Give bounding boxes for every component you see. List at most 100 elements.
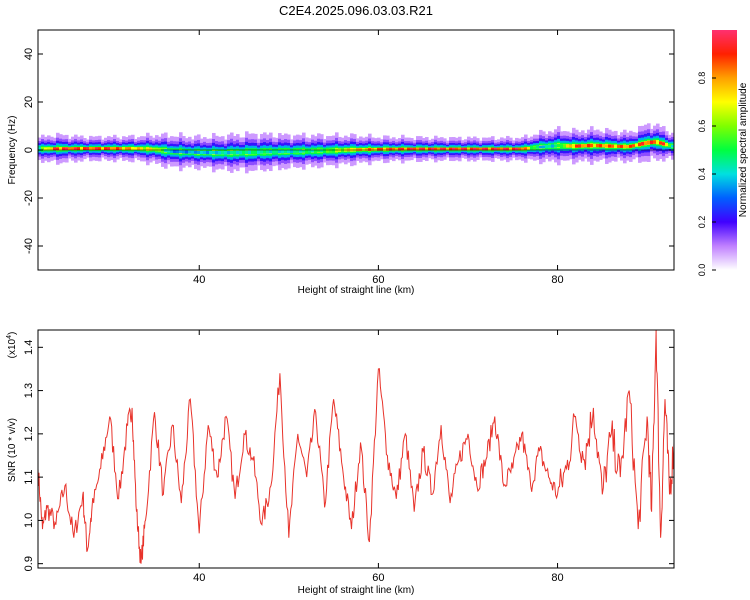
spectrogram-peak-cell [458,147,462,151]
spectrogram-peak-cell [497,147,501,151]
spectrogram-peak-cell [314,149,318,153]
spectrogram-peak-cell [446,147,450,151]
spectrogram-peak-cell [617,144,621,148]
spectrogram-peak-cell [332,148,336,152]
spectrogram-peak-cell [203,150,207,155]
spectrogram-peak-cell [227,151,231,155]
spectrogram-peak-cell [425,147,429,151]
spectrogram-peak-cell [62,147,66,151]
spectrogram-peak-cell [290,149,294,154]
spectrogram-peak-cell [299,149,303,153]
spectrogram-peak-cell [305,149,309,153]
spectrogram-peak-cell [413,147,417,151]
spectrogram-peak-cell [554,144,558,148]
spectrogram-peak-cell [422,147,426,151]
spectrogram-peak-cell [479,147,483,151]
snr-xtick-label: 40 [193,572,205,584]
spectrogram-peak-cell [629,144,633,148]
spectrogram-peak-cell [521,147,525,151]
spectrogram-peak-cell [635,143,639,147]
snr-xtick-label: 80 [551,572,563,584]
spectrogram-peak-cell [437,147,441,151]
spectrogram-peak-cell [119,147,123,150]
spectrogram-peak-cell [623,145,627,149]
spectrogram-peak-cell [362,148,366,151]
spectrogram-peak-cell [419,147,423,151]
spectrogram-ylabel: Frequency (Hz) [7,116,18,185]
snr-frame [37,329,675,569]
spectrogram-peak-cell [143,147,147,151]
spectrogram-peak-cell [383,147,387,151]
spectrogram-peak-cell [230,150,234,155]
snr-multiplier: (x104) [6,332,18,359]
spectrogram-peak-cell [527,146,531,150]
spectrogram-peak-cell [464,147,468,151]
spectrogram-peak-cell [536,145,540,149]
snr-ytick-label: 1.0 [23,513,35,528]
spectrogram-peak-cell [596,143,600,148]
spectrogram-peak-cell [470,147,474,151]
colorbar-tick-label: 0.6 [697,120,707,133]
spectrogram-peak-cell [149,147,153,151]
spectrogram-peak-cell [50,147,54,151]
spectrogram-peak-cell [485,147,489,151]
spectrogram-xlabel: Height of straight line (km) [298,285,415,296]
spectrogram-peak-cell [401,147,405,151]
spectrogram-peak-cell [443,147,447,151]
spectrogram-peak-cell [302,149,306,153]
spectrogram-peak-cell [641,141,645,146]
spectrogram-peak-cell [260,150,264,154]
spectrogram-peak-cell [269,150,273,154]
spectrogram-peak-cell [560,144,564,148]
spectrogram-peak-cell [170,149,174,154]
spectrogram-peak-cell [197,150,201,154]
spectrogram-peak-cell [53,147,57,151]
spectrogram-peak-cell [638,142,642,147]
spectrogram-peak-cell [44,147,48,151]
spectrogram-peak-cell [548,144,552,148]
spectrogram-peak-cell [47,147,51,151]
spectrogram-peak-cell [632,144,636,148]
figure-title: C2E4.2025.096.03.03.R21 [279,3,433,18]
spectrogram-peak-cell [482,147,486,151]
spectrogram-peak-cell [77,147,81,151]
spectrogram-peak-cell [116,147,120,150]
spectrogram-peak-cell [473,147,477,151]
colorbar-gradient [712,30,737,270]
snr-ytick-label: 1.1 [23,469,35,484]
spectrogram-peak-cell [188,150,192,154]
spectrogram-ytick-label: -40 [23,238,35,254]
spectrogram-peak-cell [452,147,456,151]
spectrogram-peak-cell [164,149,168,153]
spectrogram-peak-cell [659,141,663,145]
spectrogram-peak-cell [278,149,282,154]
spectrogram-peak-cell [59,147,63,151]
spectrogram-peak-cell [599,144,603,148]
spectrogram-peak-cell [449,147,453,151]
spectrogram-peak-cell [602,144,606,148]
spectrogram-peak-cell [38,147,42,151]
colorbar: 0.0 0.2 0.4 0.6 0.8 Normalized spectral ampl… [697,30,749,276]
spectrogram-peak-cell [428,147,432,151]
spectrogram-peak-cell [551,144,555,148]
spectrogram-peak-cell [296,149,300,153]
spectrogram-peak-cell [365,148,369,151]
spectrogram-peak-cell [137,147,141,151]
spectrogram-peak-cell [215,150,219,155]
spectrogram-ytick-label: -20 [23,190,35,206]
spectrogram-peak-cell [134,147,138,150]
spectrogram-xtick-label: 40 [193,274,205,286]
spectrogram-peak-cell [587,143,591,148]
spectrogram-peak-cell [389,147,393,151]
spectrogram-peak-cell [356,148,360,152]
spectrogram-peak-cell [173,149,177,154]
spectrogram-peak-cell [392,147,396,151]
spectrogram-peak-cell [287,149,291,154]
spectrogram-peak-cell [590,143,594,148]
spectrogram-peak-cell [611,144,615,148]
spectrogram-peak-cell [83,147,87,150]
spectrogram-peak-cell [644,141,648,146]
spectrogram-peak-cell [80,147,84,151]
snr-ytick-label: 0.9 [23,556,35,571]
snr-series-line [38,330,674,564]
